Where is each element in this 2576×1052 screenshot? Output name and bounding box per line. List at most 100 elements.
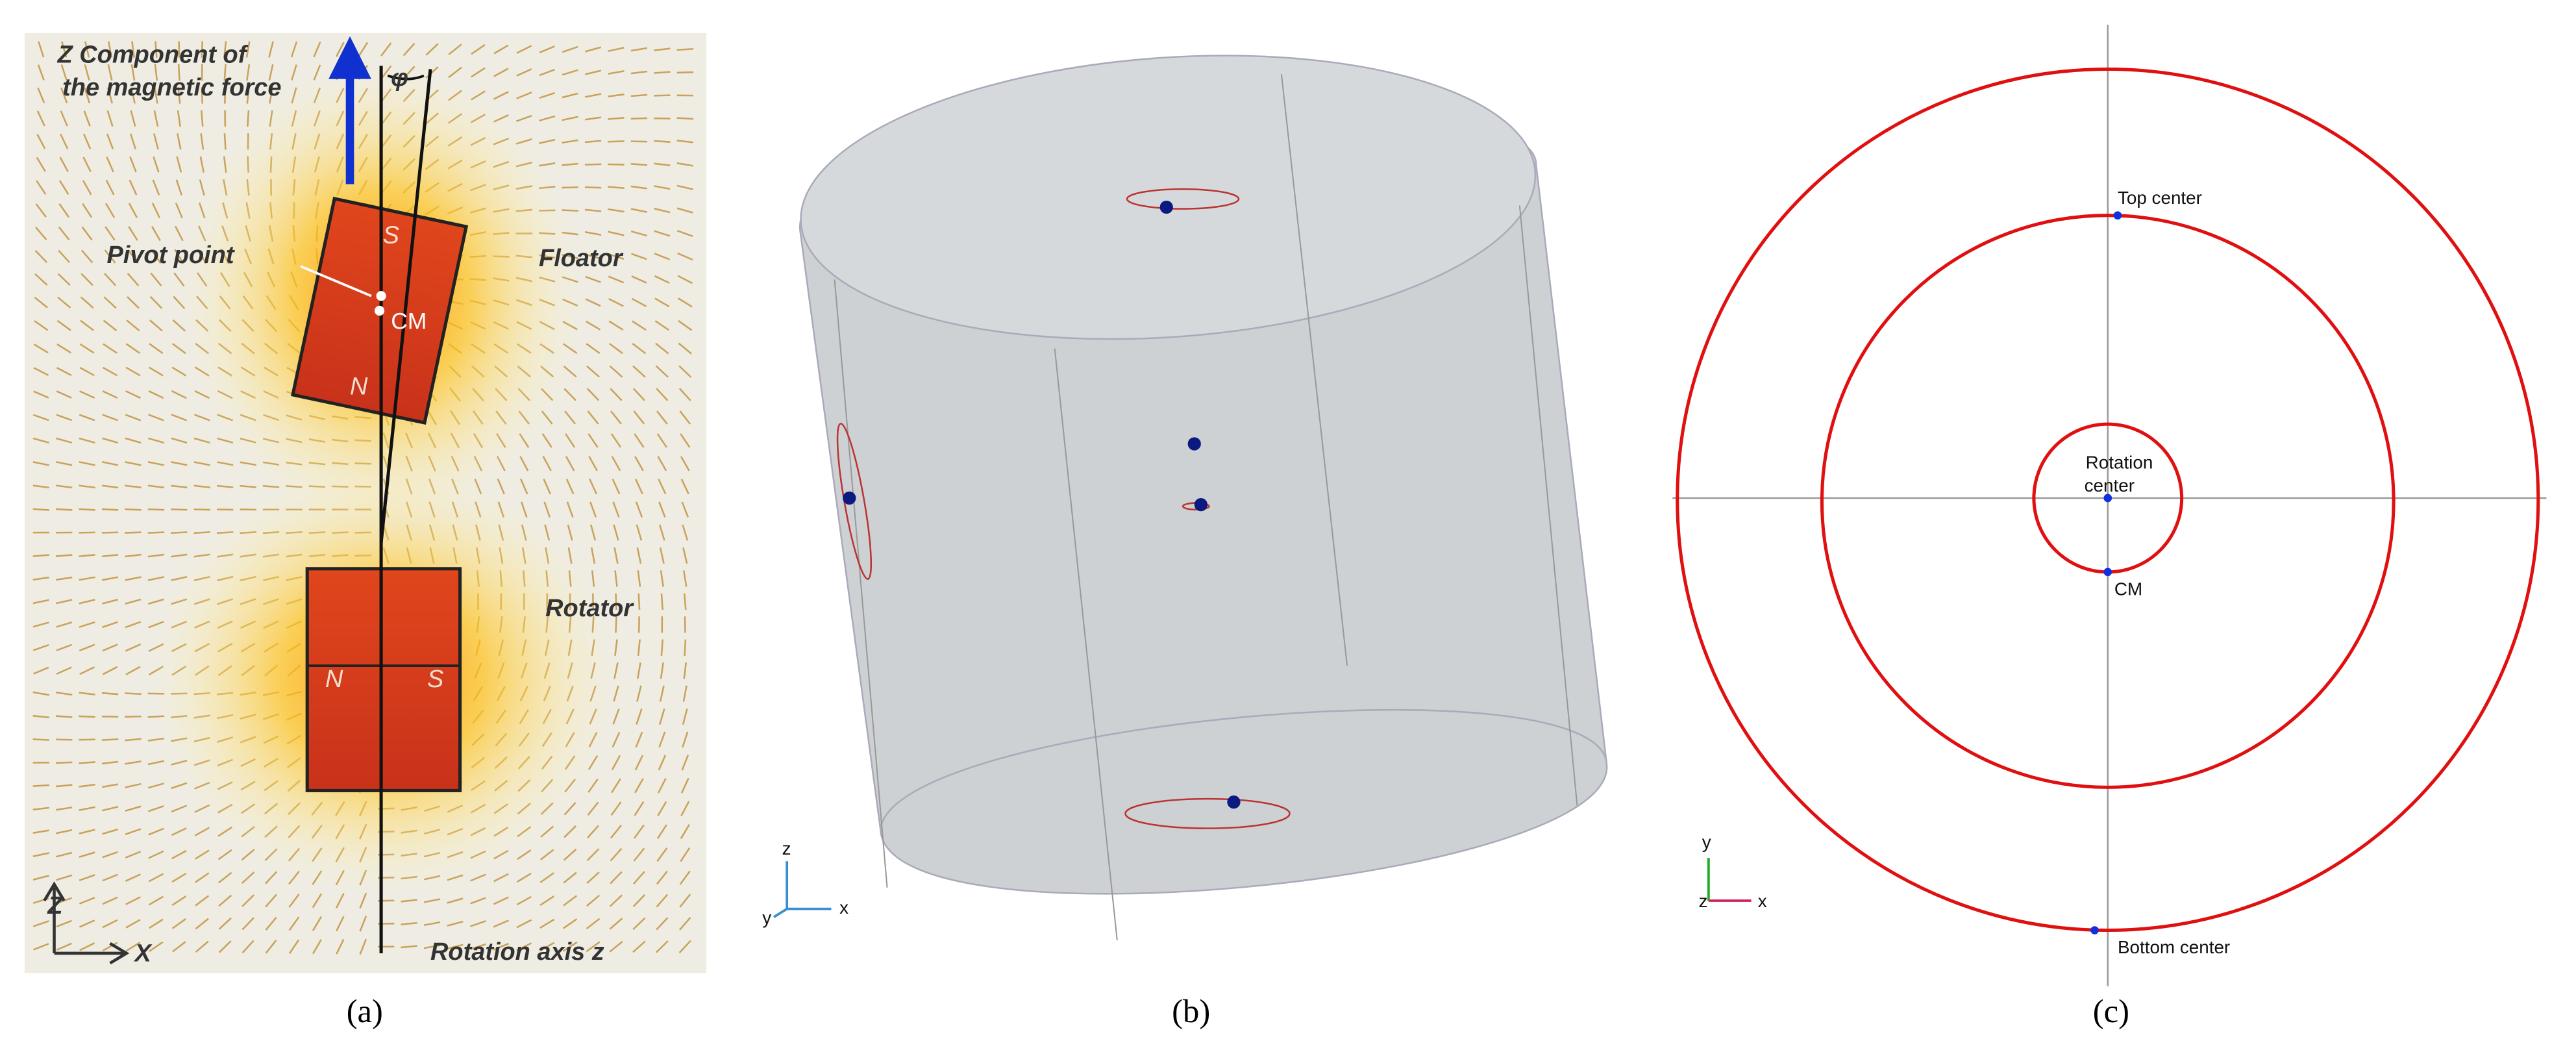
field-arrow [658, 479, 667, 495]
orbit [1676, 67, 2540, 933]
field-arrow [630, 208, 648, 213]
point-label: Top center [2118, 188, 2202, 208]
field-arrow [657, 801, 667, 816]
field-arrow [680, 847, 691, 862]
field-arrow [678, 365, 692, 378]
field-arrow [679, 410, 691, 425]
point [2103, 494, 2112, 503]
field-arrow [676, 184, 693, 190]
point-label: CM [2114, 579, 2142, 599]
field-arrow [584, 163, 602, 166]
pole-label: S [427, 666, 443, 693]
field-arrow [127, 273, 140, 286]
field-arrow [676, 140, 693, 144]
field-arrow [84, 64, 90, 81]
field-arrow [634, 456, 644, 471]
field-arrow [106, 133, 114, 150]
field-arrow [79, 366, 95, 377]
field-arrow [171, 872, 187, 883]
field-arrow [493, 873, 509, 883]
field-arrow [79, 783, 95, 788]
field-arrow [631, 275, 647, 284]
field-arrow [470, 920, 486, 927]
field-arrow [125, 484, 142, 489]
field-arrow [679, 870, 691, 885]
field-arrow [610, 847, 623, 862]
field-arrow [678, 940, 691, 953]
field-arrow [102, 851, 118, 858]
field-arrow [542, 456, 552, 471]
field-arrow [129, 179, 138, 195]
field-arrow [585, 46, 602, 53]
field-arrow [125, 598, 142, 605]
field-arrow [57, 296, 71, 308]
pivot-dot [376, 291, 386, 301]
point [1159, 200, 1173, 214]
field-arrow [425, 43, 439, 56]
field-arrow [56, 599, 73, 605]
field-arrow [610, 825, 622, 839]
field-arrow [678, 388, 691, 401]
tilt-axis [379, 69, 432, 543]
field-arrow [241, 871, 255, 884]
field-arrow [608, 275, 625, 284]
field-arrow [56, 829, 73, 834]
field-arrow [56, 851, 73, 858]
field-arrow [102, 873, 118, 882]
field-arrow [34, 273, 48, 286]
field-arrow [335, 42, 345, 57]
field-arrow [586, 365, 600, 378]
field-arrow [608, 94, 625, 97]
field-arrow [678, 319, 693, 331]
field-arrow [655, 940, 669, 953]
pole-label: S [383, 222, 399, 249]
floator-label: Floator [539, 245, 624, 272]
field-arrow [102, 896, 118, 905]
field-arrow [147, 461, 165, 466]
field-arrow [680, 479, 689, 495]
field-arrow [516, 68, 532, 77]
field-arrow [632, 940, 646, 953]
field-arrow [101, 531, 119, 534]
field-arrow [125, 760, 142, 765]
field-arrow [677, 252, 693, 261]
field-arrow [632, 365, 646, 378]
field-arrow [471, 44, 486, 55]
field-arrow [32, 437, 49, 444]
field-arrow [101, 806, 119, 812]
field-arrow [657, 777, 667, 794]
field-arrow [493, 920, 509, 928]
field-arrow [635, 731, 643, 748]
field-arrow [656, 388, 669, 401]
field-arrow [680, 801, 690, 817]
field-arrow [630, 94, 648, 97]
field-arrow [242, 917, 254, 931]
field-arrow [584, 253, 602, 260]
field-arrow [32, 714, 49, 719]
title-line: the magnetic force [62, 74, 281, 101]
field-arrow [101, 508, 119, 511]
field-arrow [634, 433, 645, 448]
field-arrow [676, 230, 693, 237]
field-arrow [154, 87, 158, 104]
field-arrow [171, 508, 188, 511]
field-arrow [104, 273, 117, 286]
field-arrow [147, 598, 164, 605]
field-arrow [613, 547, 619, 564]
field-arrow [636, 685, 642, 702]
field-arrow [80, 273, 93, 286]
field-arrow [654, 320, 670, 331]
field-arrow [32, 784, 49, 787]
field-arrow [608, 208, 625, 213]
field-arrow [148, 873, 164, 883]
field-arrow [82, 180, 92, 195]
field-arrow [153, 133, 159, 150]
field-arrow [36, 157, 46, 172]
field-arrow [32, 576, 49, 581]
field-arrow [612, 708, 620, 725]
field-arrow [79, 851, 95, 858]
axis-label: x [839, 897, 848, 918]
field-arrow [151, 225, 161, 242]
field-arrow [497, 479, 505, 495]
cylinder-top [800, 55, 1537, 340]
